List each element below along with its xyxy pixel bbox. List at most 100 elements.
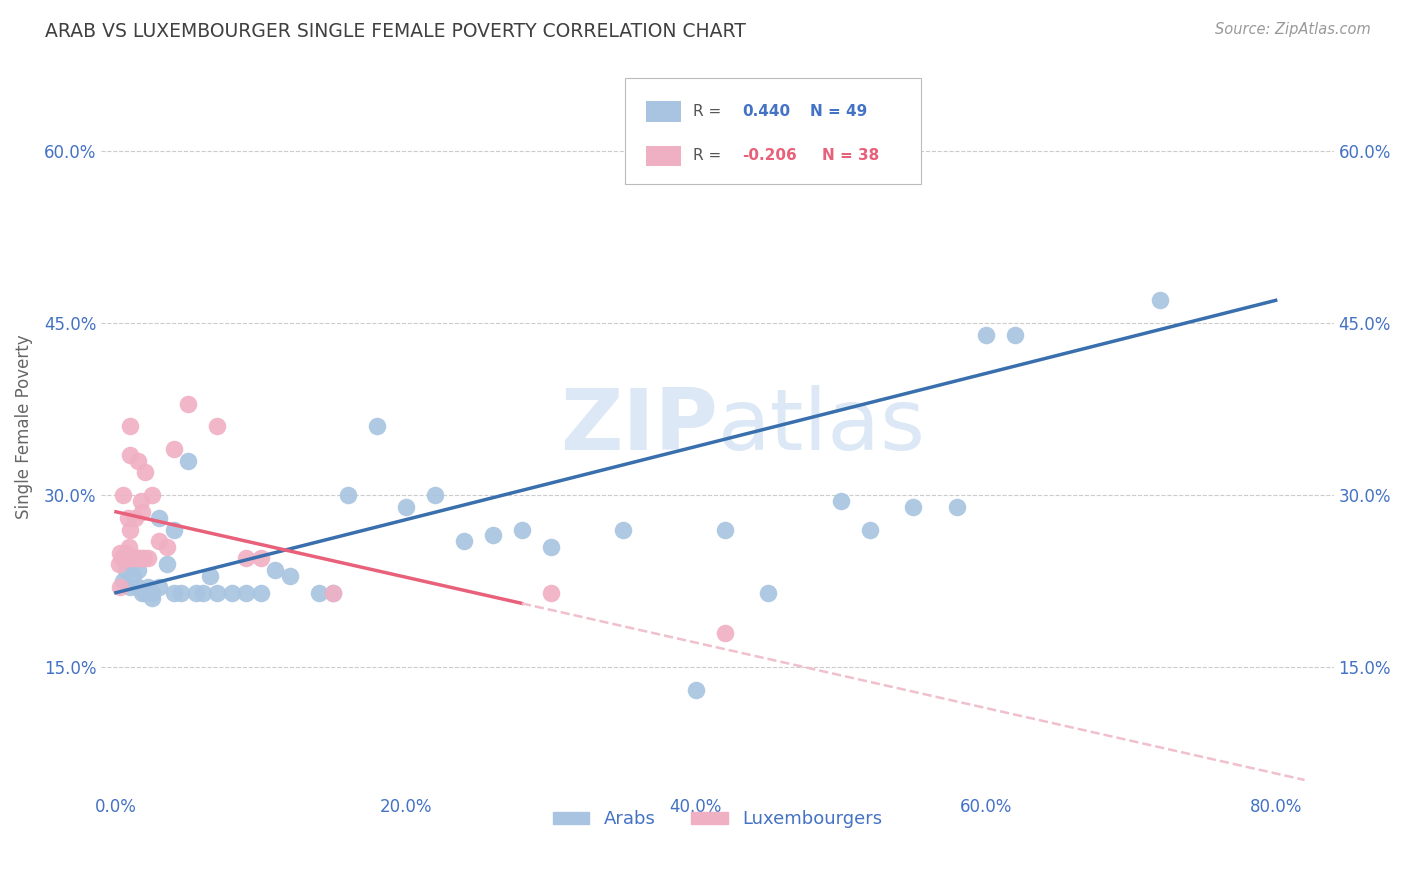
- Point: [264, 563, 287, 577]
- Point: [395, 500, 418, 514]
- Point: [540, 540, 562, 554]
- Point: [322, 585, 344, 599]
- FancyBboxPatch shape: [647, 145, 681, 166]
- Point: [830, 494, 852, 508]
- Point: [156, 540, 179, 554]
- FancyBboxPatch shape: [647, 101, 681, 121]
- Point: [115, 563, 138, 577]
- Point: [453, 534, 475, 549]
- Point: [122, 551, 145, 566]
- Point: [170, 585, 193, 599]
- Point: [117, 511, 139, 525]
- Point: [141, 488, 163, 502]
- Point: [250, 551, 273, 566]
- Point: [148, 534, 170, 549]
- Text: R =: R =: [693, 103, 725, 119]
- Point: [120, 557, 142, 571]
- Point: [207, 419, 229, 434]
- Point: [177, 396, 200, 410]
- Point: [221, 585, 243, 599]
- Legend: Arabs, Luxembourgers: Arabs, Luxembourgers: [546, 803, 890, 836]
- Point: [120, 523, 142, 537]
- Point: [163, 523, 186, 537]
- Point: [112, 488, 135, 502]
- Point: [110, 580, 132, 594]
- Point: [235, 551, 257, 566]
- Point: [714, 523, 737, 537]
- Point: [308, 585, 330, 599]
- Point: [198, 568, 221, 582]
- Point: [148, 580, 170, 594]
- Point: [124, 511, 146, 525]
- Text: ZIP: ZIP: [560, 385, 717, 468]
- Point: [903, 500, 925, 514]
- Point: [156, 557, 179, 571]
- Point: [120, 419, 142, 434]
- Point: [141, 585, 163, 599]
- Point: [120, 448, 142, 462]
- Point: [115, 545, 138, 559]
- Point: [136, 580, 159, 594]
- Point: [278, 568, 301, 582]
- Point: [336, 488, 359, 502]
- Point: [131, 506, 153, 520]
- Point: [945, 500, 967, 514]
- Text: N = 38: N = 38: [823, 148, 880, 163]
- Text: -0.206: -0.206: [742, 148, 797, 163]
- Point: [108, 557, 131, 571]
- Point: [120, 580, 142, 594]
- Point: [118, 551, 141, 566]
- Point: [134, 585, 156, 599]
- Point: [756, 585, 779, 599]
- Point: [131, 551, 153, 566]
- Point: [235, 585, 257, 599]
- Text: N = 49: N = 49: [810, 103, 868, 119]
- Point: [127, 454, 149, 468]
- Point: [540, 585, 562, 599]
- Point: [111, 551, 134, 566]
- Text: Source: ZipAtlas.com: Source: ZipAtlas.com: [1215, 22, 1371, 37]
- Point: [120, 551, 142, 566]
- Point: [191, 585, 214, 599]
- Text: ARAB VS LUXEMBOURGER SINGLE FEMALE POVERTY CORRELATION CHART: ARAB VS LUXEMBOURGER SINGLE FEMALE POVER…: [45, 22, 745, 41]
- Point: [714, 625, 737, 640]
- Point: [141, 591, 163, 606]
- Point: [131, 585, 153, 599]
- Point: [322, 585, 344, 599]
- Point: [685, 683, 707, 698]
- Point: [510, 523, 533, 537]
- Point: [127, 580, 149, 594]
- FancyBboxPatch shape: [626, 78, 921, 185]
- Point: [136, 551, 159, 566]
- Point: [250, 585, 273, 599]
- Point: [112, 574, 135, 589]
- Point: [112, 551, 135, 566]
- Point: [177, 454, 200, 468]
- Point: [110, 545, 132, 559]
- Point: [184, 585, 207, 599]
- Point: [366, 419, 388, 434]
- Text: atlas: atlas: [717, 385, 925, 468]
- Point: [163, 585, 186, 599]
- Text: R =: R =: [693, 148, 725, 163]
- Text: 0.440: 0.440: [742, 103, 790, 119]
- Point: [1149, 293, 1171, 308]
- Point: [974, 327, 997, 342]
- Point: [114, 551, 136, 566]
- Point: [132, 551, 155, 566]
- Point: [127, 563, 149, 577]
- Point: [207, 585, 229, 599]
- Point: [148, 511, 170, 525]
- Point: [612, 523, 634, 537]
- Point: [118, 540, 141, 554]
- Point: [122, 568, 145, 582]
- Point: [134, 466, 156, 480]
- Point: [128, 551, 150, 566]
- Point: [117, 551, 139, 566]
- Point: [423, 488, 446, 502]
- Point: [859, 523, 882, 537]
- Point: [127, 551, 149, 566]
- Point: [482, 528, 505, 542]
- Point: [1004, 327, 1026, 342]
- Point: [129, 494, 152, 508]
